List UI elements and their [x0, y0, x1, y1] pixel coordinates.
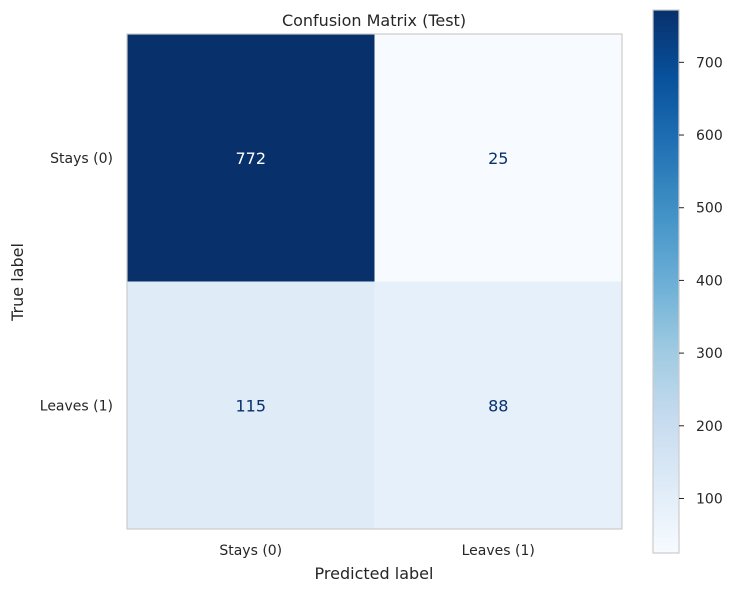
heatmap-cell [127, 281, 375, 529]
y-tick-label: Leaves (1) [40, 398, 113, 414]
heatmap-cell [127, 34, 375, 282]
x-axis-label: Predicted label [315, 564, 434, 583]
colorbar: 100 200 300 400 500 600 700 [652, 9, 723, 554]
cell-value-label: 25 [488, 149, 508, 168]
colorbar-tick-label: 700 [696, 55, 723, 71]
heatmap-cell [374, 281, 622, 529]
colorbar-tick-label: 500 [696, 201, 723, 217]
heatmap-cell [374, 34, 622, 282]
colorbar-tick-label: 400 [696, 273, 723, 289]
colorbar-tick-label: 300 [696, 346, 723, 362]
cell-value-label: 88 [488, 396, 508, 415]
colorbar-ticks: 100 200 300 400 500 600 700 [679, 55, 723, 507]
heatmap-cells: 772 25 115 88 [127, 34, 622, 529]
y-tick-labels: Stays (0) Leaves (1) [40, 151, 113, 415]
colorbar-tick-label: 200 [696, 419, 723, 435]
x-tick-label: Leaves (1) [462, 543, 535, 559]
x-tick-label: Stays (0) [219, 543, 282, 559]
y-axis-label: True label [8, 243, 27, 322]
y-tick-label: Stays (0) [50, 151, 113, 167]
colorbar-tick-label: 100 [696, 491, 723, 507]
x-tick-labels: Stays (0) Leaves (1) [219, 543, 535, 559]
colorbar-gradient [652, 9, 680, 554]
chart-title: Confusion Matrix (Test) [282, 11, 466, 30]
cell-value-label: 115 [235, 396, 266, 415]
plot-frame [126, 33, 623, 530]
colorbar-tick-label: 600 [696, 128, 723, 144]
cell-value-label: 772 [235, 149, 266, 168]
